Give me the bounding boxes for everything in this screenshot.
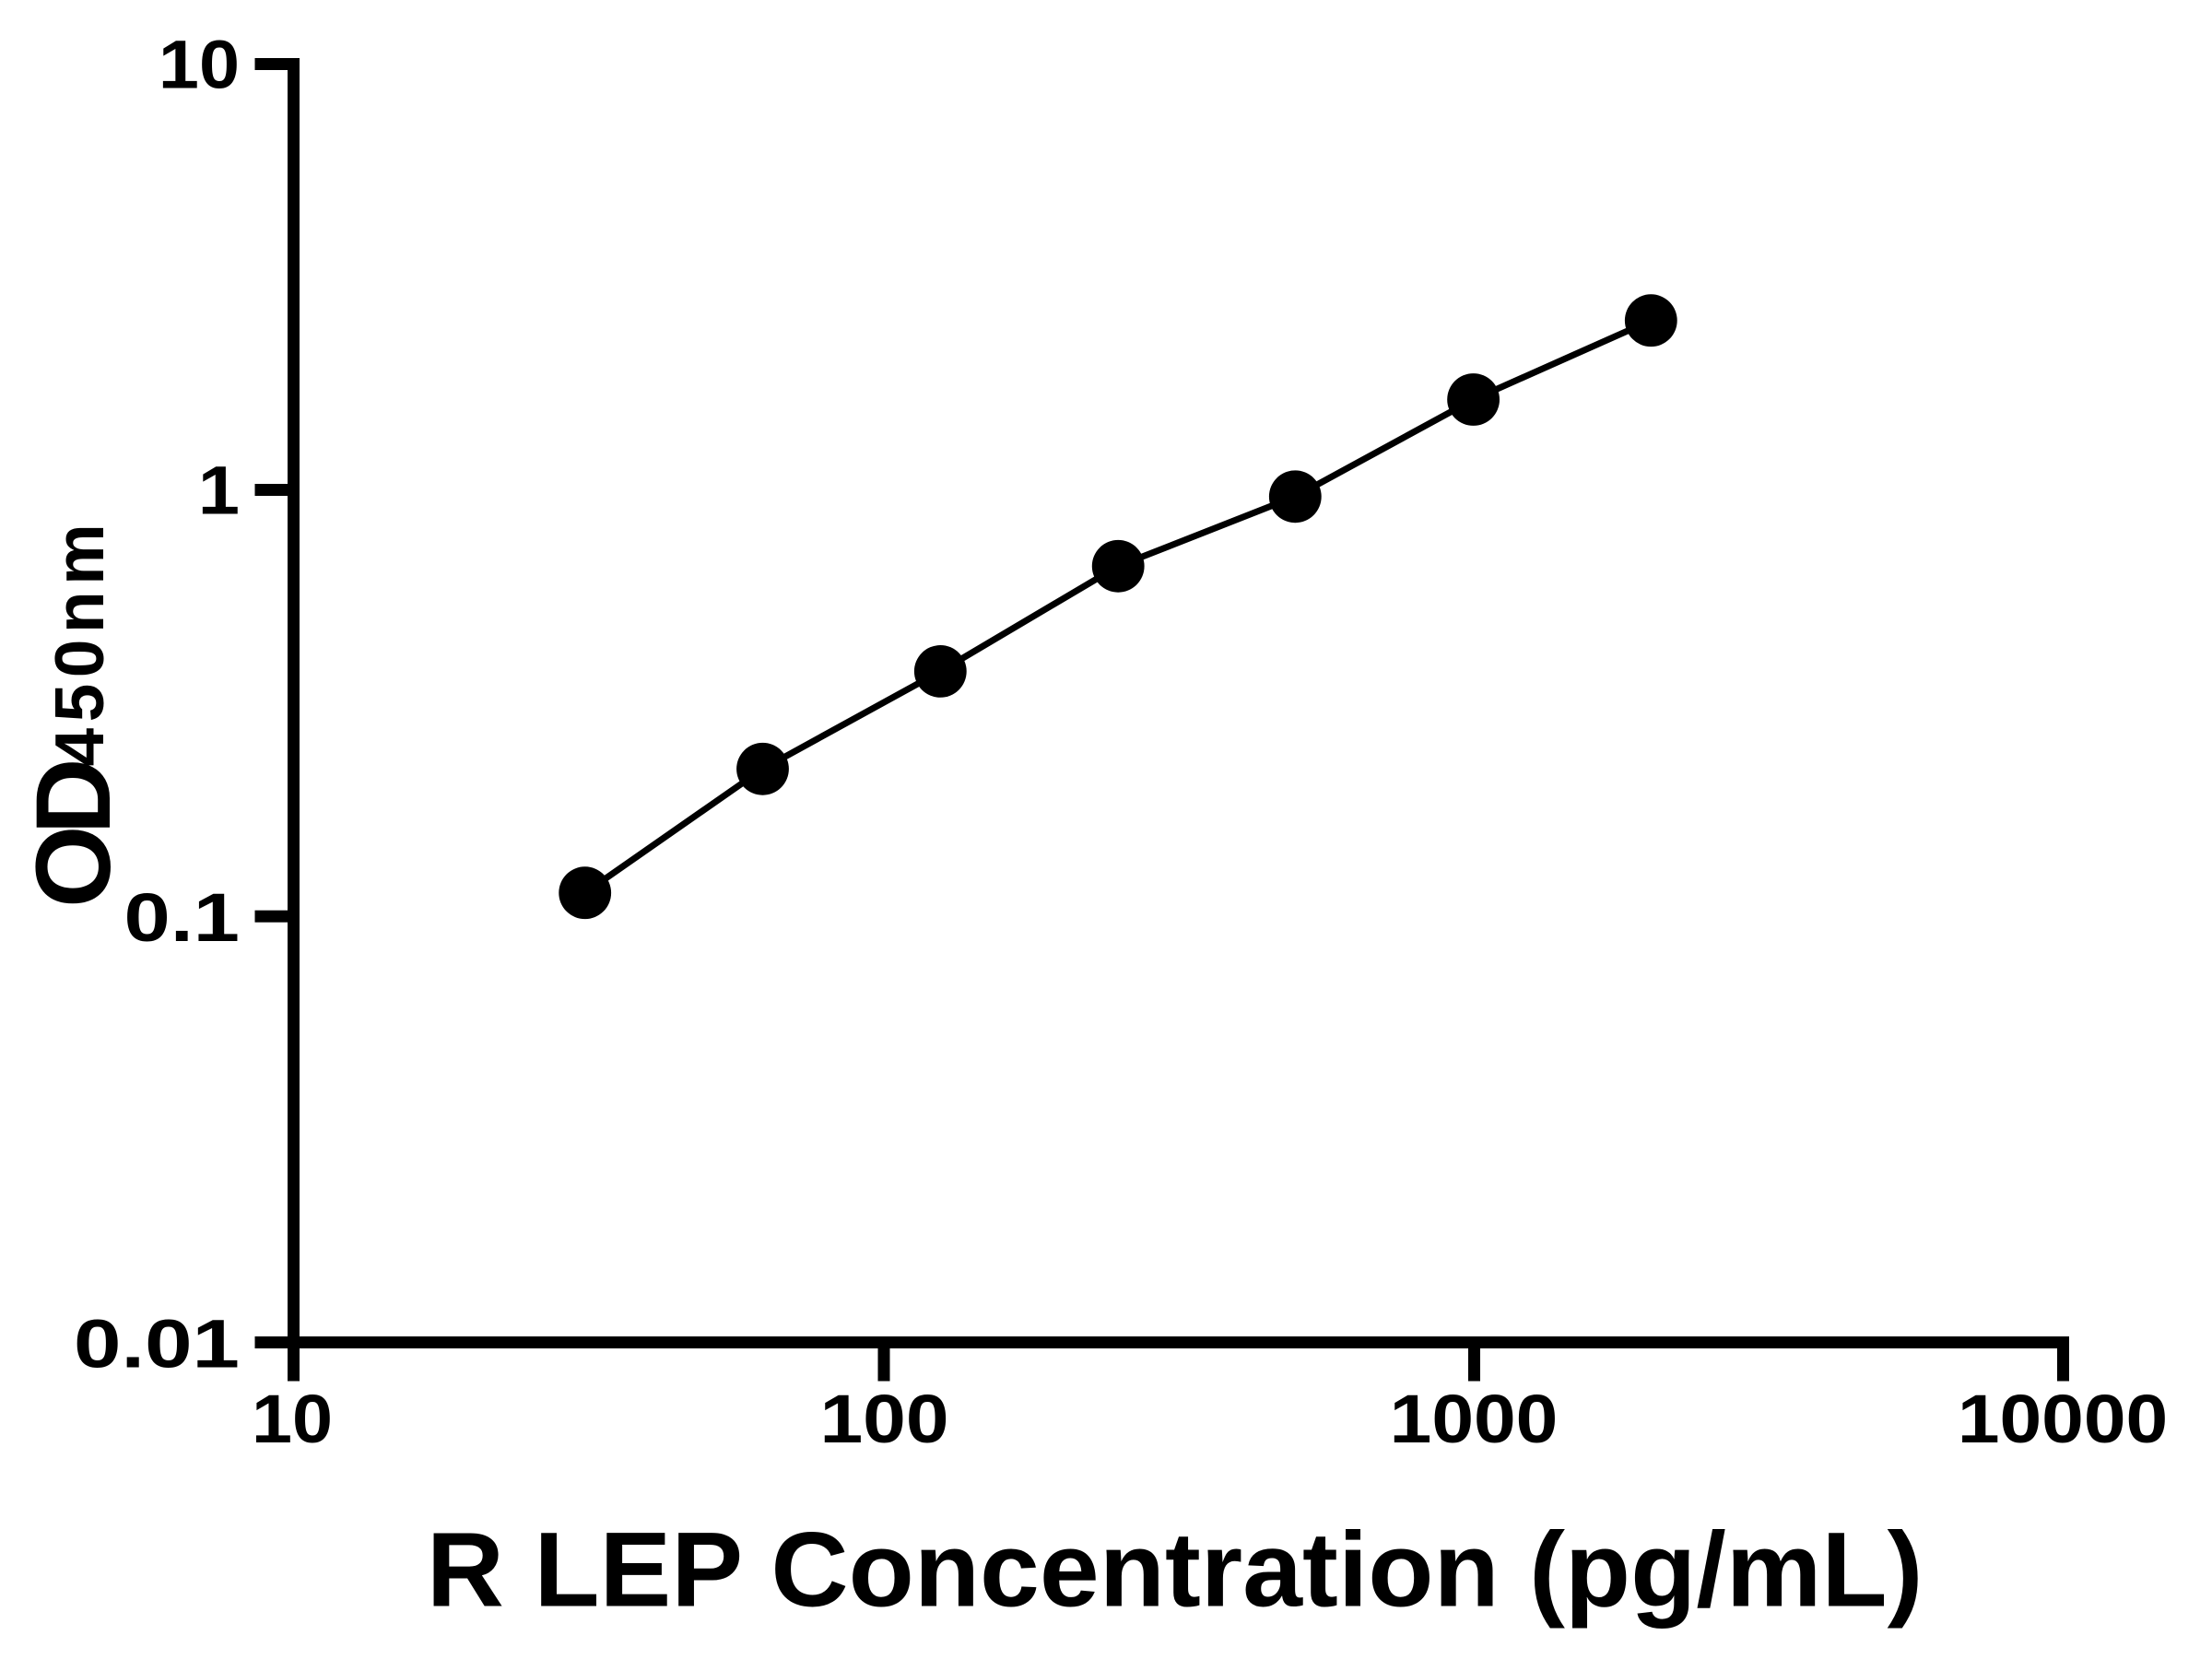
svg-text:0.1: 0.1 — [124, 880, 240, 956]
svg-text:R LEP Concentration (pg/mL): R LEP Concentration (pg/mL) — [427, 1510, 1924, 1629]
svg-text:1: 1 — [198, 453, 240, 529]
svg-text:10: 10 — [252, 1382, 333, 1457]
svg-text:1000: 1000 — [1390, 1381, 1559, 1457]
svg-text:0.01: 0.01 — [74, 1305, 240, 1382]
svg-text:100: 100 — [819, 1381, 948, 1457]
svg-text:10000: 10000 — [1958, 1381, 2168, 1457]
svg-text:10: 10 — [159, 28, 240, 103]
